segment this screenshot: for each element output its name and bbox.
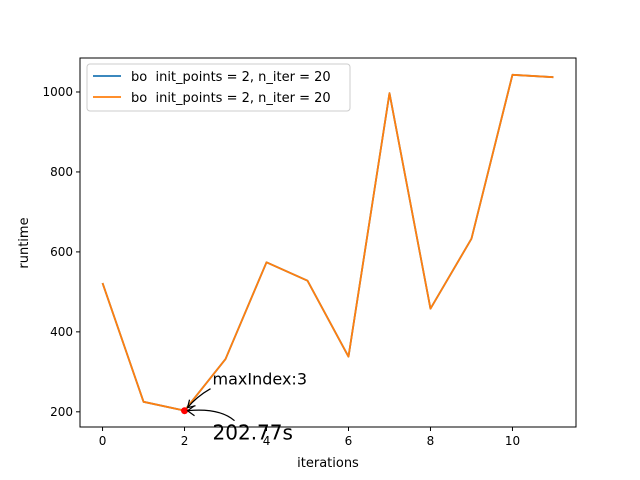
x-axis-ticks: 0 2 4 6 8 10 xyxy=(99,427,520,448)
x-tick-label: 8 xyxy=(427,434,435,448)
legend: bo init_points = 2, n_iter = 20 bo init_… xyxy=(86,63,351,112)
legend-label-series-1: bo init_points = 2, n_iter = 20 xyxy=(131,70,331,85)
x-tick-label: 6 xyxy=(345,434,353,448)
y-tick-label: 400 xyxy=(50,325,73,339)
x-axis-label: iterations xyxy=(297,456,359,471)
highlight-layer xyxy=(181,407,189,415)
series-layer xyxy=(101,73,554,412)
annotation-arrow-value xyxy=(187,409,235,422)
legend-box xyxy=(86,63,351,112)
y-axis-ticks: 200 400 600 800 1000 xyxy=(42,85,80,419)
y-tick-label: 200 xyxy=(50,405,73,419)
y-tick-label: 600 xyxy=(50,245,73,259)
y-tick-label: 1000 xyxy=(42,85,73,99)
y-axis-label: runtime xyxy=(17,217,32,268)
annotation-value: 202.77s xyxy=(213,421,293,445)
x-tick-label: 10 xyxy=(505,434,520,448)
y-tick-label: 800 xyxy=(50,165,73,179)
x-tick-label: 4 xyxy=(263,434,271,448)
annotation-arrow-maxindex xyxy=(187,388,211,409)
annotation-maxindex: maxIndex:3 xyxy=(213,370,307,389)
annotation-arrowhead-value xyxy=(186,405,195,417)
axes-frame xyxy=(79,57,577,428)
series-line-2 xyxy=(101,73,554,412)
x-tick-label: 2 xyxy=(181,434,189,448)
highlight-point xyxy=(181,407,189,415)
legend-label-series-2: bo init_points = 2, n_iter = 20 xyxy=(131,91,331,106)
plot-area xyxy=(80,58,576,427)
x-tick-label: 0 xyxy=(99,434,107,448)
